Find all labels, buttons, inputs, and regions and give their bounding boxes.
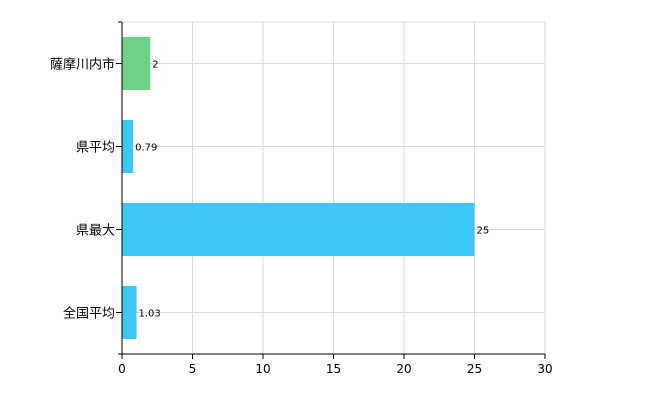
x-tick-label-20: 20 — [396, 362, 411, 376]
category-label-2: 県最大 — [76, 224, 115, 239]
gridlines — [122, 21, 546, 354]
bar-0 — [122, 36, 151, 91]
category-label-3: 全国平均 — [63, 306, 115, 322]
bar-1 — [122, 119, 134, 174]
bars — [122, 36, 475, 340]
data-label-1: 0.79 — [135, 143, 157, 154]
bar-2 — [122, 202, 475, 257]
x-tick-label-30: 30 — [537, 362, 552, 376]
axes — [116, 21, 546, 359]
x-tick-label-5: 5 — [189, 362, 197, 376]
data-label-3: 1.03 — [139, 309, 161, 320]
bar-3 — [122, 285, 137, 340]
x-tick-label-10: 10 — [255, 362, 270, 376]
category-label-1: 県平均 — [76, 141, 115, 156]
data-label-2: 25 — [477, 226, 490, 237]
category-label-0: 薩摩川内市 — [50, 57, 115, 73]
x-tick-label-0: 0 — [118, 362, 126, 376]
x-tick-label-25: 25 — [467, 362, 482, 376]
x-tick-label-15: 15 — [326, 362, 341, 376]
data-label-0: 2 — [152, 60, 158, 71]
